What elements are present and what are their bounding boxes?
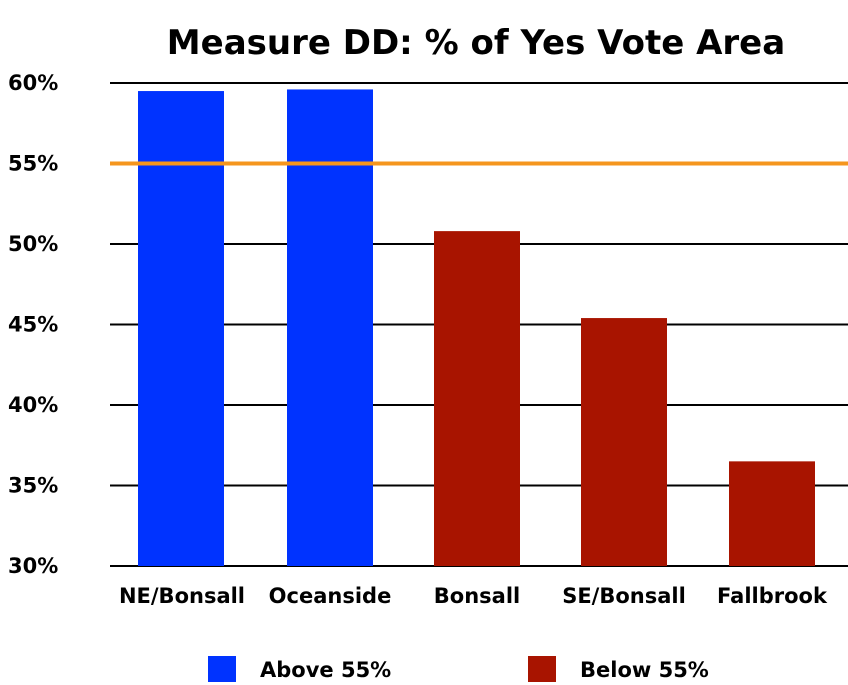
x-category-label: Fallbrook bbox=[717, 584, 828, 608]
legend-swatch bbox=[208, 656, 236, 682]
x-category-label: SE/Bonsall bbox=[562, 584, 686, 608]
bars bbox=[138, 89, 815, 567]
y-tick-label: 30% bbox=[8, 554, 58, 578]
bar bbox=[138, 91, 224, 567]
bar bbox=[729, 461, 815, 566]
x-category-label: Oceanside bbox=[269, 584, 392, 608]
x-category-label: NE/Bonsall bbox=[119, 584, 245, 608]
y-tick-label: 60% bbox=[8, 71, 58, 95]
y-tick-label: 40% bbox=[8, 393, 58, 417]
x-axis-labels: NE/Bonsall Oceanside Bonsall SE/Bonsall Fall… bbox=[119, 584, 828, 608]
y-axis-ticks: 30% 35% 40% 45% 50% 55% 60% bbox=[8, 71, 58, 578]
x-category-label: Bonsall bbox=[434, 584, 520, 608]
y-tick-label: 35% bbox=[8, 474, 58, 498]
legend: Above 55% Below 55% bbox=[208, 656, 709, 682]
y-tick-label: 50% bbox=[8, 232, 58, 256]
legend-swatch bbox=[528, 656, 556, 682]
bar bbox=[434, 231, 520, 566]
y-tick-label: 45% bbox=[8, 313, 58, 337]
legend-label: Below 55% bbox=[580, 658, 709, 682]
bar bbox=[581, 318, 667, 566]
chart-title: Measure DD: % of Yes Vote Area bbox=[167, 23, 785, 63]
legend-label: Above 55% bbox=[260, 658, 391, 682]
bar bbox=[287, 89, 373, 566]
y-tick-label: 55% bbox=[8, 152, 58, 176]
